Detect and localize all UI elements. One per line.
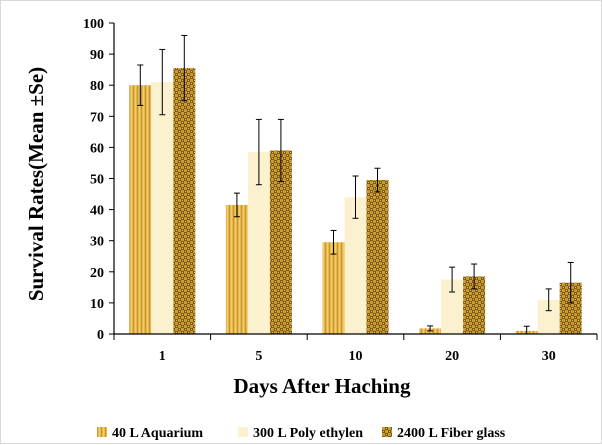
legend: 40 L Aquarium 300 L Poly ethylen 2400 L Fi… xyxy=(97,426,506,441)
legend-label-1: 40 L Aquarium xyxy=(112,426,203,441)
bar-3-30 xyxy=(559,282,582,334)
error-bar-3-5 xyxy=(277,118,284,183)
error-bar-2-1 xyxy=(159,48,166,116)
x-tick-label: 10 xyxy=(349,349,363,364)
error-bar-2-20 xyxy=(449,266,456,293)
y-tick-label: 80 xyxy=(90,79,104,94)
bar-1-5 xyxy=(225,204,248,334)
y-tick-label: 50 xyxy=(90,173,104,188)
bar-1-10 xyxy=(322,242,345,334)
y-tick-label: 40 xyxy=(90,204,104,219)
error-bar-1-20 xyxy=(427,325,434,332)
error-bar-1-1 xyxy=(137,64,144,106)
y-tick-label: 70 xyxy=(90,110,104,125)
bar-2-30 xyxy=(537,299,560,334)
y-tick-label: 90 xyxy=(90,48,104,63)
y-tick-label: 100 xyxy=(83,17,104,32)
x-tick-label: 5 xyxy=(255,349,262,364)
y-tick-label: 0 xyxy=(97,328,104,343)
y-tick-label: 30 xyxy=(90,235,104,250)
y-tick-label: 10 xyxy=(90,297,104,312)
error-bar-1-5 xyxy=(233,192,240,218)
legend-swatch-3 xyxy=(382,427,392,437)
legend-swatch-1 xyxy=(97,427,107,437)
bar-1-1 xyxy=(129,85,152,334)
error-bar-2-30 xyxy=(545,288,552,312)
bar-2-1 xyxy=(151,82,174,334)
y-tick-label: 20 xyxy=(90,266,104,281)
legend-swatch-2 xyxy=(238,427,248,437)
error-bar-3-1 xyxy=(181,34,188,102)
legend-label-3: 2400 L Fiber glass xyxy=(397,426,506,441)
bar-3-5 xyxy=(269,150,292,334)
bar-2-20 xyxy=(441,279,464,334)
error-bar-3-10 xyxy=(374,167,381,193)
y-tick-label: 60 xyxy=(90,141,104,156)
bar-3-20 xyxy=(463,276,486,334)
error-bar-2-5 xyxy=(255,118,262,186)
y-axis-title: Survival Rates(Mean ±Se) xyxy=(24,67,48,301)
bar-3-1 xyxy=(173,68,196,334)
bar-2-10 xyxy=(344,197,367,334)
error-bar-1-10 xyxy=(330,229,337,255)
x-tick-label: 1 xyxy=(159,349,166,364)
bar-3-10 xyxy=(366,180,389,334)
error-bar-3-20 xyxy=(471,263,478,290)
x-tick-label: 30 xyxy=(542,349,556,364)
x-axis-title: Days After Haching xyxy=(234,374,411,398)
bar-2-5 xyxy=(247,152,270,334)
error-bar-3-30 xyxy=(567,261,574,304)
legend-label-2: 300 L Poly ethylen xyxy=(253,426,363,441)
error-bar-2-10 xyxy=(352,175,359,219)
x-tick-label: 20 xyxy=(445,349,459,364)
